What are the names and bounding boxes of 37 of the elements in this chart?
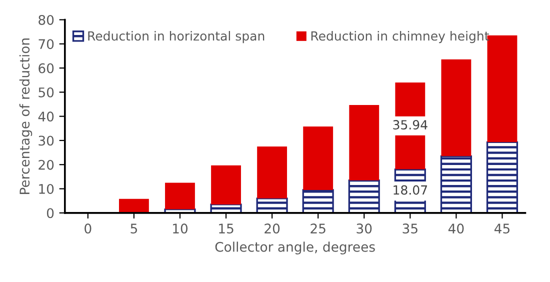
bar — [486, 141, 518, 213]
x-tick-label: 15 — [219, 224, 234, 234]
x-tick-label: 10 — [173, 224, 188, 234]
y-tick-label: 40 — [38, 112, 54, 122]
y-tick-label: 50 — [38, 87, 54, 98]
y-tick-label: 20 — [38, 160, 54, 170]
x-tick-label: 20 — [264, 224, 280, 234]
bar — [441, 59, 472, 156]
legend-label: Reduction in chimney height — [311, 30, 489, 44]
x-tick-label: 5 — [130, 224, 137, 234]
y-tick-label: 0 — [46, 208, 54, 218]
bar — [303, 126, 334, 190]
x-tick-label: 25 — [310, 224, 326, 234]
x-tick-label: 40 — [448, 224, 464, 234]
bar — [118, 198, 149, 213]
y-tick-label: 10 — [39, 184, 54, 194]
x-tick-label: 30 — [356, 224, 372, 234]
bar — [165, 182, 195, 210]
bar — [257, 146, 288, 198]
y-tick-label: 30 — [38, 136, 54, 146]
x-tick-label: 45 — [494, 224, 510, 234]
x-tick-label: 35 — [402, 224, 418, 234]
y-axis-title: Percentage of reduction — [19, 38, 32, 194]
legend-label: Reduction in horizontal span — [88, 30, 264, 44]
bar — [487, 35, 518, 142]
bar — [211, 165, 241, 204]
y-tick-label: 80 — [38, 14, 54, 25]
bar — [349, 104, 380, 180]
x-axis-title: Collector angle, degrees — [215, 242, 375, 254]
y-tick-label: 70 — [38, 39, 54, 50]
bar — [440, 155, 472, 213]
bar — [348, 179, 380, 213]
x-tick-label: 0 — [84, 224, 92, 234]
data-label: 18.07 — [394, 185, 427, 195]
bar — [302, 189, 334, 213]
data-label: 35.94 — [393, 120, 428, 130]
y-tick-label: 60 — [38, 63, 54, 74]
